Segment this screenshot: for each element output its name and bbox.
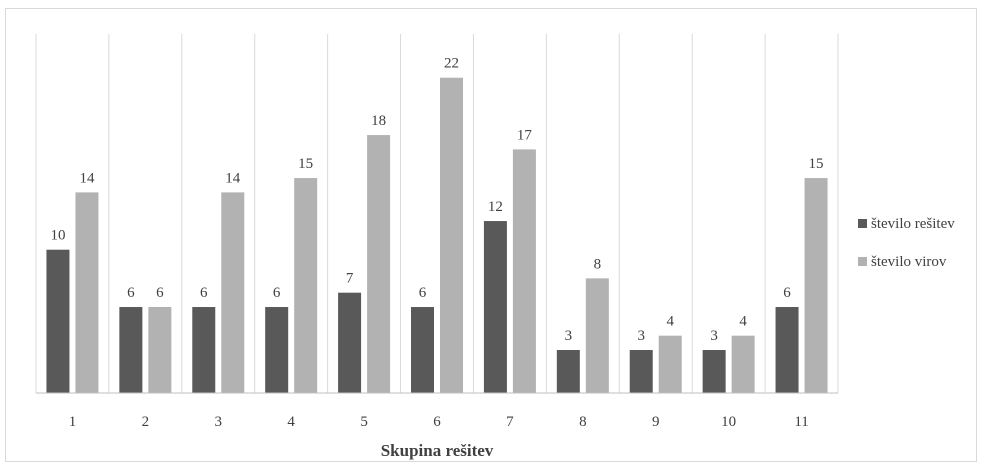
x-tick-labels: 1 2 3 4 5 6 7 8 9 10 11 [69, 414, 809, 430]
data-label: 12 [488, 199, 503, 215]
x-tick-label: 1 [69, 414, 77, 430]
bar-stevilo-virov-6 [440, 77, 463, 394]
data-label: 15 [298, 156, 313, 172]
bar-stevilo-virov-1 [75, 192, 99, 393]
data-label: 22 [444, 56, 459, 72]
x-tick-label: 7 [506, 414, 514, 430]
data-label: 14 [225, 170, 241, 186]
bar-stevilo-resitev-4 [265, 307, 289, 393]
x-tick-label: 5 [360, 414, 368, 430]
x-tick-label: 6 [433, 414, 441, 430]
bar-stevilo-virov-5 [367, 135, 391, 393]
bar-stevilo-virov-7 [512, 149, 536, 393]
bar-stevilo-resitev-2 [119, 307, 143, 393]
legend-entry: število rešitev [871, 216, 955, 232]
x-tick-label: 9 [652, 414, 660, 430]
bar-stevilo-resitev-5 [338, 292, 362, 393]
x-tick-label: 10 [721, 414, 736, 430]
bar-stevilo-resitev-8 [556, 350, 580, 393]
data-label: 6 [127, 285, 135, 301]
bar-stevilo-virov-10 [731, 335, 755, 393]
bar-stevilo-resitev-7 [483, 221, 507, 393]
data-label: 4 [739, 314, 747, 330]
data-label: 3 [637, 328, 645, 344]
data-label: 3 [710, 328, 718, 344]
bar-stevilo-resitev-11 [775, 307, 799, 393]
x-tick-label: 4 [287, 414, 295, 430]
x-tick-label: 8 [579, 414, 587, 430]
data-label: 6 [273, 285, 281, 301]
bar-stevilo-resitev-6 [411, 307, 434, 393]
bar-stevilo-resitev-1 [46, 249, 70, 393]
legend-swatch [858, 257, 867, 266]
bar-stevilo-virov-9 [658, 335, 682, 393]
data-label: 6 [783, 285, 791, 301]
bar-stevilo-resitev-9 [629, 350, 653, 393]
bars [46, 77, 828, 394]
data-label: 17 [517, 127, 533, 143]
data-label: 7 [346, 271, 354, 287]
x-tick-label: 3 [215, 414, 223, 430]
x-axis-title: Skupina rešitev [381, 441, 494, 460]
legend: število rešitev število virov [858, 216, 955, 270]
data-label: 4 [666, 314, 674, 330]
data-label: 14 [79, 170, 95, 186]
data-label: 6 [156, 285, 164, 301]
data-label: 18 [371, 113, 386, 129]
bar-stevilo-virov-11 [804, 178, 828, 393]
category-gridlines [35, 34, 839, 393]
bar-stevilo-resitev-10 [702, 350, 726, 393]
bar-stevilo-resitev-3 [192, 307, 216, 393]
bar-stevilo-virov-4 [294, 178, 318, 393]
data-label: 6 [200, 285, 208, 301]
legend-entry: število virov [871, 254, 947, 270]
x-tick-label: 2 [142, 414, 150, 430]
data-label: 3 [565, 328, 573, 344]
data-label: 6 [419, 285, 427, 301]
data-label: 10 [50, 228, 65, 244]
data-label: 15 [809, 156, 824, 172]
bar-stevilo-virov-8 [585, 278, 609, 393]
legend-swatch [858, 219, 867, 228]
x-tick-label: 11 [794, 414, 808, 430]
bar-stevilo-virov-2 [148, 307, 172, 393]
bar-stevilo-virov-3 [221, 192, 245, 393]
data-label: 8 [594, 256, 602, 272]
data-labels: 10 14 6 6 6 14 6 15 7 18 6 22 12 17 3 8 3 4 3 4 6 15 [50, 56, 823, 344]
